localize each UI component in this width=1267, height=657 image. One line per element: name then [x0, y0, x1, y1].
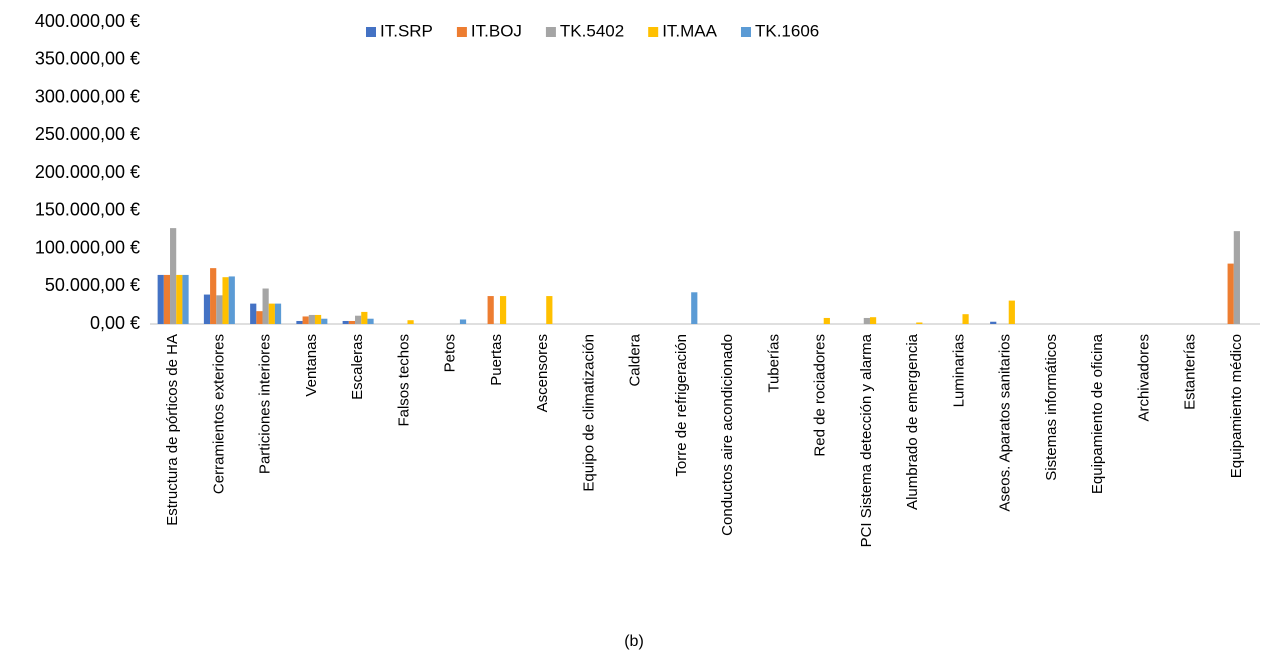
bar [990, 321, 997, 324]
bar [355, 315, 362, 324]
y-tick-label: 400.000,00 € [35, 11, 140, 31]
x-tick-label: Red de rociadores [812, 334, 829, 457]
bar [691, 292, 698, 324]
bar [268, 303, 275, 324]
x-tick-label: Archivadores [1135, 334, 1152, 422]
x-tick-label: Luminarias [950, 334, 967, 407]
bar [296, 320, 303, 324]
bar [361, 311, 368, 324]
bar [210, 268, 217, 324]
y-tick-label: 350.000,00 € [35, 49, 140, 69]
x-tick-label: Aseos. Aparatos sanitarios [997, 334, 1014, 512]
legend-label: IT.SRP [380, 21, 433, 40]
bar [916, 322, 923, 324]
x-tick-label: Equipamiento médico [1228, 334, 1245, 478]
y-tick-label: 0,00 € [90, 313, 140, 333]
bar [216, 295, 223, 324]
bar [228, 276, 235, 324]
bar [314, 314, 322, 324]
x-tick-label: Tuberías [765, 334, 782, 393]
y-tick-label: 100.000,00 € [35, 237, 140, 257]
x-tick-label: Falsos techos [395, 334, 412, 427]
bar [869, 317, 877, 324]
legend-label: IT.BOJ [471, 21, 522, 40]
legend-swatch [366, 27, 376, 37]
legend-swatch [545, 27, 556, 37]
x-tick-label: Conductos aire acondicionado [719, 334, 736, 536]
legend-swatch [648, 27, 659, 37]
bar [222, 277, 229, 324]
bar [157, 274, 164, 324]
bar [308, 314, 315, 324]
legend-swatch [456, 27, 467, 37]
bar [962, 314, 969, 324]
bar [1227, 263, 1234, 324]
x-tick-label: Estructura de pórticos de HA [164, 334, 181, 526]
legend-label: IT.MAA [662, 21, 717, 40]
bar [863, 317, 870, 324]
x-tick-label: Cerramientos exteriores [210, 334, 227, 494]
y-tick-label: 150.000,00 € [35, 200, 140, 220]
y-tick-label: 300.000,00 € [35, 86, 140, 106]
x-tick-label: PCI Sistema detección y alarma [858, 333, 875, 547]
x-tick-label: Escaleras [349, 334, 366, 400]
x-tick-label: Equipo de climatización [580, 334, 597, 492]
x-tick-label: Equipamiento de oficina [1089, 333, 1106, 494]
bar [459, 319, 467, 324]
bar [182, 274, 189, 324]
x-tick-label: Particiones interiores [257, 334, 274, 474]
x-tick-label: Alumbrado de emergencia [904, 333, 921, 510]
bar [203, 294, 211, 324]
bar [407, 320, 414, 324]
y-tick-label: 250.000,00 € [35, 124, 140, 144]
bar [256, 311, 263, 324]
bar [250, 303, 257, 324]
x-tick-label: Caldera [627, 333, 644, 386]
bar [348, 320, 356, 324]
bar [170, 228, 177, 324]
bar [321, 318, 328, 324]
legend-swatch [740, 27, 751, 37]
x-tick-label: Torre de refrigeración [673, 334, 690, 477]
caption: (b) [624, 633, 644, 650]
bar [302, 316, 309, 324]
bar [163, 274, 171, 324]
bar [1008, 300, 1015, 324]
x-tick-label: Sistemas informáticos [1043, 334, 1060, 481]
y-tick-label: 50.000,00 € [45, 275, 140, 295]
bar [499, 296, 507, 324]
x-tick-label: Ventanas [303, 334, 320, 397]
x-tick-label: Estanterías [1182, 334, 1199, 410]
bar [546, 296, 553, 324]
x-tick-label: Petos [442, 334, 459, 372]
x-tick-label: Ascensores [534, 334, 551, 412]
y-tick-label: 200.000,00 € [35, 162, 140, 182]
bar [487, 296, 494, 324]
bar [262, 288, 269, 324]
bar [274, 303, 282, 324]
bar [1233, 231, 1240, 324]
legend-label: TK.1606 [755, 21, 819, 40]
bar [823, 317, 830, 324]
x-tick-label: Puertas [488, 334, 505, 386]
bar [367, 318, 374, 324]
bar [176, 274, 183, 324]
legend-label: TK.5402 [560, 21, 624, 40]
bar [342, 320, 349, 324]
